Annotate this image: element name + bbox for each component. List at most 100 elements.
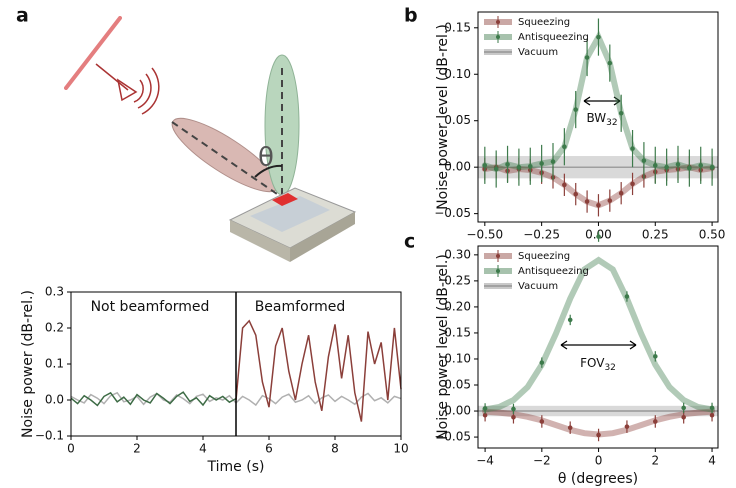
data-point	[527, 163, 533, 169]
y-tick-label: 0.0	[45, 393, 64, 407]
series-line	[70, 391, 237, 407]
annotation-subscript: 32	[604, 363, 615, 373]
laser-streak	[64, 16, 122, 90]
panel-label: b	[404, 5, 418, 27]
y-axis-label: Noise power level (dB-rel.)	[435, 24, 451, 210]
x-tick-label: 0	[595, 454, 603, 468]
data-point	[607, 60, 613, 66]
data-point	[607, 198, 613, 203]
y-tick-label: −0.05	[434, 430, 471, 444]
data-point	[596, 34, 601, 40]
legend-label: Squeezing	[518, 17, 570, 28]
green-lobe	[264, 54, 300, 196]
data-point	[681, 405, 686, 411]
x-tick-label: 4	[199, 442, 207, 456]
x-axis-label: θ (degrees)	[558, 471, 638, 487]
data-point	[709, 164, 715, 170]
legend-label: Squeezing	[518, 251, 570, 262]
data-point	[698, 163, 704, 168]
angle-label: θ	[258, 143, 274, 173]
legend-swatch	[496, 35, 500, 39]
data-point	[709, 405, 715, 411]
data-point	[641, 158, 647, 163]
annotation-text: BW	[586, 111, 606, 125]
y-tick-label: 0.10	[444, 67, 471, 81]
chip-circuit	[250, 196, 330, 232]
data-point	[482, 412, 488, 418]
y-tick-label: 0.00	[444, 404, 471, 418]
annotation: BW32	[586, 111, 617, 128]
data-point	[624, 424, 630, 429]
x-tick-label: 4	[708, 454, 716, 468]
y-tick-label: 0.05	[444, 378, 471, 392]
antenna-mast	[95, 63, 129, 91]
legend-label: Antisqueezing	[518, 266, 589, 277]
data-point	[630, 146, 635, 151]
angle-arc	[254, 164, 283, 178]
data-point	[618, 190, 624, 196]
data-point	[618, 110, 624, 116]
data-point	[567, 425, 573, 430]
data-point	[511, 414, 516, 420]
legend-label: Vacuum	[518, 47, 558, 58]
data-point	[596, 234, 601, 239]
data-point	[567, 317, 573, 323]
panel-label: a	[16, 5, 29, 27]
y-tick-label: 0.10	[444, 351, 471, 365]
y-axis-label: Noise power level (dB-rel.)	[435, 254, 451, 440]
waves	[133, 67, 160, 115]
data-point	[653, 419, 658, 424]
y-tick-label: −0.05	[434, 206, 471, 220]
legend-swatch	[496, 20, 500, 24]
data-point	[573, 191, 579, 197]
data-point	[550, 159, 556, 164]
x-tick-label: 8	[331, 442, 339, 456]
annotation: FOV32	[580, 356, 616, 373]
x-tick-label: 2	[651, 454, 659, 468]
annotation: Not beamformed	[91, 299, 210, 315]
data-point	[653, 354, 658, 359]
data-point	[596, 432, 601, 438]
x-tick-label: −0.50	[466, 228, 503, 242]
y-tick-label: 0.2	[45, 321, 64, 335]
x-tick-label: −2	[533, 454, 551, 468]
legend-label: Antisqueezing	[518, 32, 589, 43]
y-tick-label: 0.3	[45, 285, 64, 299]
plot-frame	[477, 245, 719, 449]
y-tick-label: 0.25	[444, 273, 471, 287]
data-point	[681, 414, 686, 420]
x-axis-label: Time (s)	[207, 459, 265, 475]
panel-label: c	[404, 231, 415, 253]
x-tick-label: 0.25	[642, 228, 669, 242]
data-point	[687, 165, 692, 171]
illustration: θ	[64, 16, 357, 262]
data-point	[505, 162, 510, 167]
y-tick-label: 0.15	[444, 20, 471, 34]
data-point	[511, 406, 516, 412]
data-point	[493, 166, 499, 172]
antenna	[116, 78, 138, 102]
y-tick-label: 0.15	[444, 325, 471, 339]
y-tick-label: 0.20	[444, 299, 471, 313]
width-arrow	[560, 96, 637, 350]
series-line	[235, 319, 402, 422]
y-tick-label: 0.05	[444, 113, 471, 127]
data-point	[675, 162, 681, 167]
x-tick-label: 2	[133, 442, 141, 456]
x-tick-label: 10	[393, 442, 408, 456]
data-point	[624, 294, 630, 299]
data-point	[516, 164, 522, 170]
y-tick-label: 0.30	[444, 247, 471, 261]
annotation-text: FOV	[580, 356, 605, 370]
data-point	[584, 55, 590, 60]
plot-frame	[477, 11, 719, 223]
plot-frame	[70, 291, 402, 437]
fit-line	[482, 256, 715, 413]
data-point	[539, 360, 545, 365]
y-tick-label: −0.1	[35, 429, 64, 443]
annotation: Beamformed	[255, 299, 346, 315]
data-point	[596, 202, 601, 208]
data-point	[584, 199, 590, 204]
data-point	[664, 164, 669, 170]
